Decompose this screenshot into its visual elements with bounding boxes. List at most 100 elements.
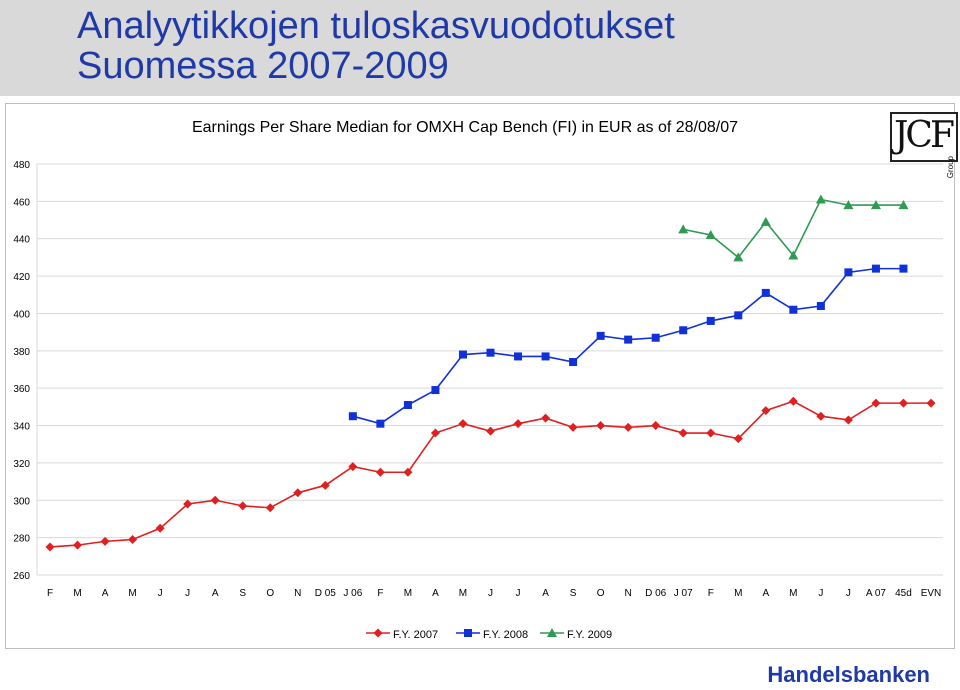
- data-point: [320, 480, 330, 490]
- x-tick-label: D 05: [315, 588, 337, 599]
- series-line-3: [683, 198, 904, 259]
- data-point: [210, 495, 220, 505]
- x-tick-label: F: [708, 588, 714, 599]
- data-point: [403, 467, 413, 477]
- data-point: [761, 288, 770, 297]
- y-tick-label: 280: [13, 534, 30, 545]
- x-tick-label: S: [239, 588, 246, 599]
- data-point: [541, 352, 550, 361]
- data-point: [816, 301, 825, 310]
- data-point: [843, 415, 853, 425]
- data-point: [403, 400, 412, 409]
- x-tick-label: M: [404, 588, 412, 599]
- data-point: [871, 398, 881, 408]
- header-band: [0, 0, 960, 96]
- y-tick-label: 260: [13, 571, 30, 582]
- y-tick-label: 400: [13, 309, 30, 320]
- data-point: [734, 311, 743, 320]
- data-point: [678, 428, 688, 438]
- y-tick-label: 380: [13, 347, 30, 358]
- data-point: [486, 426, 495, 436]
- data-point: [651, 333, 660, 342]
- x-tick-label: J: [818, 588, 823, 599]
- x-tick-label: D 06: [645, 588, 667, 599]
- data-point: [514, 352, 523, 361]
- data-point: [265, 503, 275, 513]
- jcf-group-logo: JCF Group: [890, 112, 958, 178]
- data-point: [789, 305, 798, 314]
- x-tick-label: M: [128, 588, 136, 599]
- legend-marker: [547, 628, 557, 637]
- y-tick-label: 460: [13, 197, 30, 208]
- data-point: [899, 264, 908, 273]
- x-tick-label: N: [625, 588, 632, 599]
- x-tick-label: N: [294, 588, 301, 599]
- data-point: [458, 419, 468, 429]
- legend-marker: [373, 628, 383, 638]
- data-point: [705, 229, 716, 239]
- y-tick-label: 300: [13, 496, 30, 507]
- data-point: [624, 335, 633, 344]
- page-title-line2: Suomessa 2007-2009: [77, 45, 449, 87]
- data-point: [183, 499, 193, 509]
- chart-panel: [5, 103, 955, 649]
- data-point: [128, 535, 138, 545]
- data-point: [376, 419, 385, 428]
- y-tick-label: 420: [13, 272, 30, 283]
- data-point: [733, 434, 743, 444]
- x-tick-label: A: [762, 588, 769, 599]
- data-point: [926, 398, 936, 408]
- legend-marker: [464, 629, 472, 637]
- chart-title: Earnings Per Share Median for OMXH Cap B…: [192, 119, 738, 136]
- x-tick-label: A: [102, 588, 109, 599]
- data-point: [623, 422, 633, 432]
- data-point: [816, 411, 826, 421]
- data-point: [843, 200, 854, 210]
- data-point: [430, 428, 440, 438]
- legend-label: F.Y. 2009: [567, 629, 612, 641]
- data-point: [596, 331, 605, 340]
- x-tick-label: J 07: [674, 588, 693, 599]
- data-point: [486, 348, 495, 357]
- data-point: [706, 428, 716, 438]
- y-tick-label: 340: [13, 422, 30, 433]
- series-line-1: [49, 400, 931, 548]
- x-tick-label: 45d: [895, 588, 912, 599]
- series-line-2: [352, 267, 904, 425]
- data-point: [651, 421, 661, 431]
- data-point: [760, 216, 771, 226]
- data-point: [513, 419, 523, 429]
- logo-text: JCF: [894, 115, 955, 156]
- data-point: [706, 316, 715, 325]
- page-title: Analyytikkojen tuloskasvuodotukset Suome…: [77, 6, 675, 86]
- page-title-line1: Analyytikkojen tuloskasvuodotukset: [77, 5, 675, 47]
- x-tick-label: M: [73, 588, 81, 599]
- data-point: [733, 252, 744, 262]
- data-point: [73, 540, 83, 550]
- x-tick-label: J: [516, 588, 521, 599]
- x-tick-label: A: [542, 588, 549, 599]
- data-point: [541, 413, 551, 423]
- y-tick-label: 360: [13, 384, 30, 395]
- data-point: [458, 350, 467, 359]
- y-tick-label: 320: [13, 459, 30, 470]
- y-tick-label: 480: [13, 160, 30, 171]
- x-tick-label: M: [734, 588, 742, 599]
- x-tick-label: J: [185, 588, 190, 599]
- x-tick-label: M: [459, 588, 467, 599]
- data-point: [870, 200, 881, 210]
- data-point: [788, 396, 798, 406]
- data-point: [898, 200, 909, 210]
- logo-sub: Group: [946, 156, 955, 179]
- legend-label: F.Y. 2008: [483, 629, 528, 641]
- data-point: [431, 386, 440, 395]
- x-tick-label: J: [846, 588, 851, 599]
- data-point: [45, 542, 55, 552]
- data-point: [155, 523, 165, 533]
- x-tick-label: J 06: [343, 588, 362, 599]
- data-point: [238, 501, 248, 511]
- data-point: [815, 194, 826, 204]
- x-tick-label: J: [158, 588, 163, 599]
- data-point: [569, 358, 578, 367]
